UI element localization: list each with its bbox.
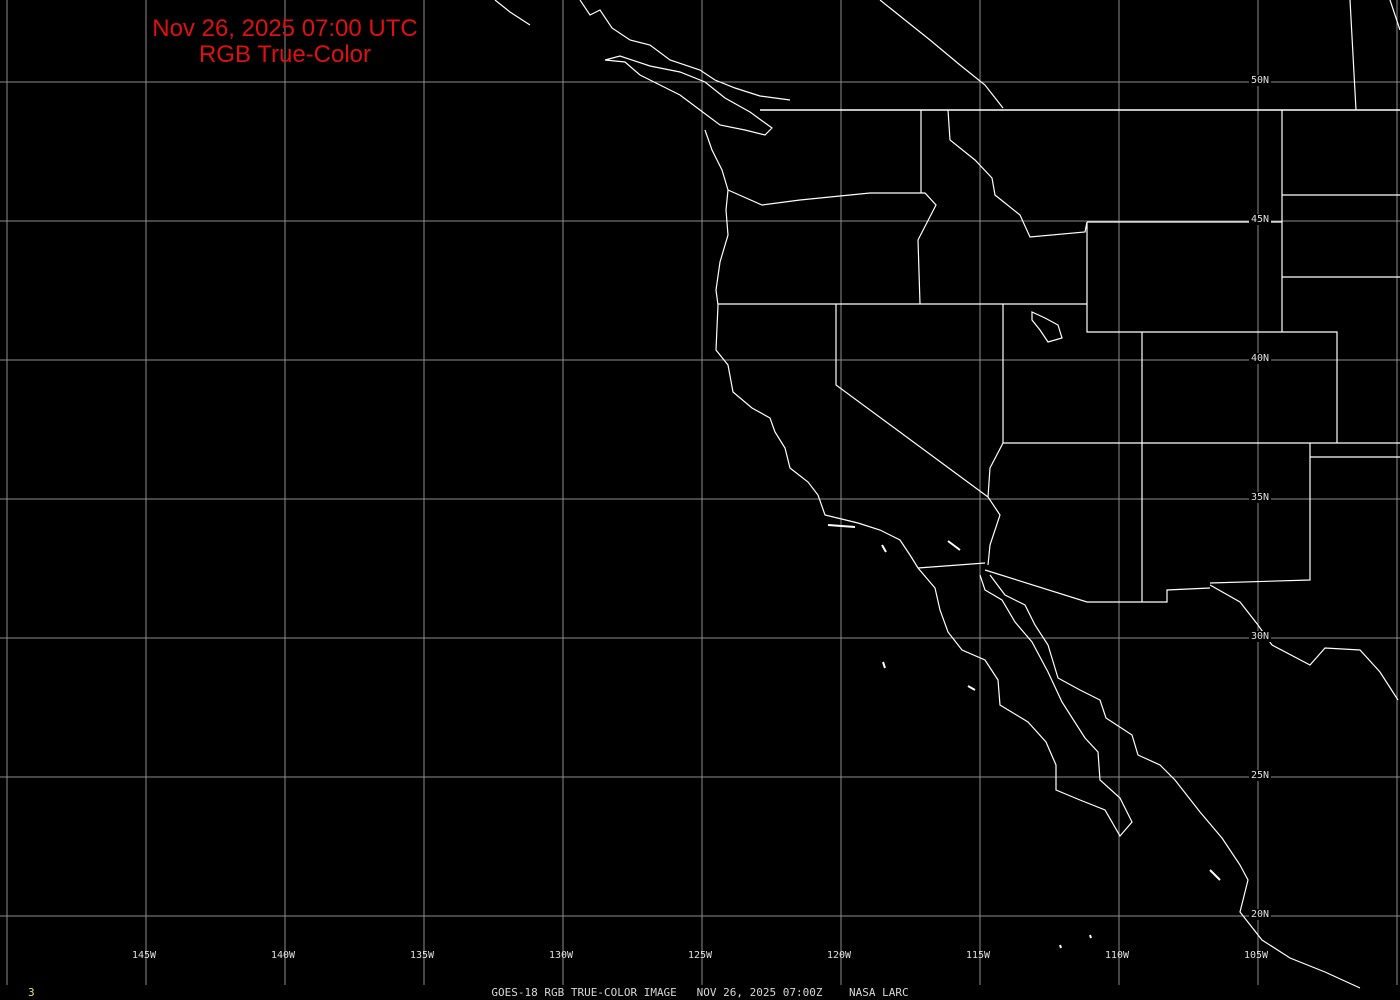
image-caption: GOES-18 RGB TRUE-COLOR IMAGE NOV 26, 202…: [491, 986, 909, 999]
longitude-label: 130W: [549, 950, 574, 961]
longitude-label: 135W: [410, 950, 435, 961]
great-salt-lake: [1031, 311, 1063, 343]
frame-number: 3: [28, 986, 35, 999]
canada-interior-border: [879, 0, 1400, 111]
latitude-label: 20N: [1249, 909, 1272, 920]
latitude-label: 25N: [1249, 770, 1272, 781]
latitude-label: 45N: [1249, 214, 1272, 225]
state-borders: [718, 109, 1400, 603]
mexico-mainland-coastline: [989, 574, 1399, 989]
latitude-label: 30N: [1249, 631, 1272, 642]
longitude-label: 120W: [827, 950, 852, 961]
title-product: RGB True-Color: [198, 41, 372, 68]
longitude-label: 110W: [1105, 950, 1130, 961]
latitude-label: 35N: [1249, 492, 1272, 503]
latitude-label: 40N: [1249, 353, 1272, 364]
islands: [827, 524, 1221, 949]
canada-coastline: [494, 0, 791, 136]
title-datetime: Nov 26, 2025 07:00 UTC: [152, 15, 418, 42]
boundaries: [494, 0, 1400, 989]
us-pacific-coastline: [704, 129, 1133, 838]
latitude-label: 50N: [1249, 75, 1272, 86]
longitude-label: 140W: [271, 950, 296, 961]
longitude-label: 125W: [688, 950, 713, 961]
longitude-label: 115W: [966, 950, 991, 961]
longitude-label: 105W: [1244, 950, 1269, 961]
longitude-label: 145W: [132, 950, 157, 961]
